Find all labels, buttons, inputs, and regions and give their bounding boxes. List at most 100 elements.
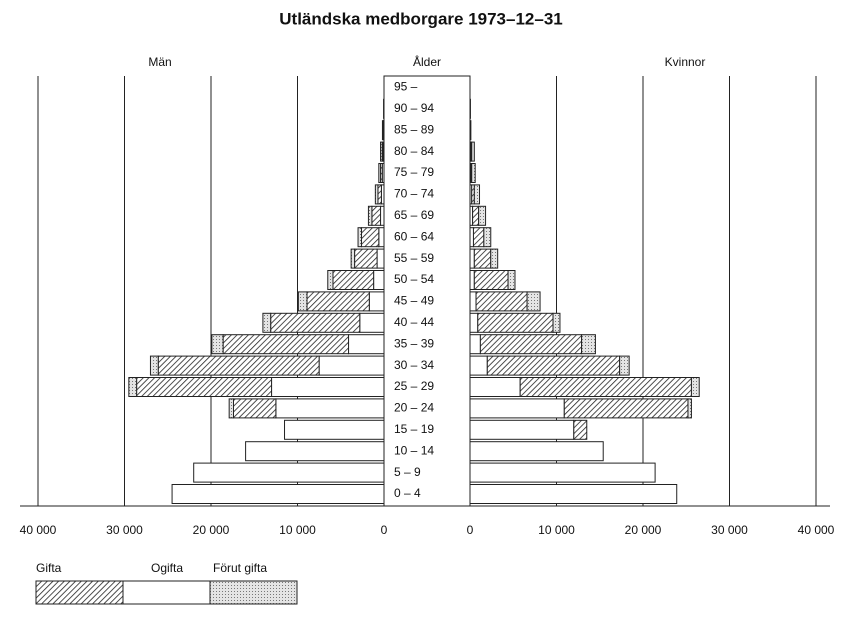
bar-segment [373,270,385,290]
bar-segment [380,141,383,162]
legend-label: Ogifta [151,561,183,575]
age-label: 15 – 19 [394,422,434,436]
bar-segment [376,248,385,269]
bar-segment [327,270,334,290]
bar-segment [479,334,583,355]
side-label: Kvinnor [665,55,706,69]
bar-segment [371,205,382,226]
x-tick-label: 40 000 [798,523,835,537]
x-tick-label: 10 000 [279,523,316,537]
bar-segment [368,291,385,312]
side-label: Män [148,55,171,69]
bar-segment [297,291,308,312]
bar-segment [128,377,138,397]
bar-segment [469,355,488,376]
bar-segment [228,398,234,419]
bar-segment [378,227,385,248]
bar-segment [149,355,159,376]
bar-segment [359,312,385,333]
age-column [383,75,471,507]
age-label: 95 – [394,80,418,94]
age-label: 55 – 59 [394,251,434,265]
bar-segment [483,227,492,248]
bar-segment [284,419,385,440]
bar-segment [477,312,554,333]
x-tick-label: 0 [381,523,388,537]
bar-segment [354,248,378,269]
bar-segment [348,334,385,355]
x-tick-label: 30 000 [711,523,748,537]
age-label: 65 – 69 [394,208,434,222]
bar-segment [332,270,375,290]
bar-segment [486,355,621,376]
bar-segment [469,441,604,462]
x-tick-label: 20 000 [193,523,230,537]
bar-segment [473,270,509,290]
bar-segment [472,227,485,248]
bar-segment [471,163,476,183]
age-label: 50 – 54 [394,272,434,286]
bar-segment [381,120,384,141]
age-label: 25 – 29 [394,379,434,393]
bar-segment [374,184,379,205]
bar-segment [469,398,565,419]
bar-segment [469,120,472,141]
bar-segment [222,334,350,355]
age-label: 75 – 79 [394,165,434,179]
bar-segment [350,248,356,269]
bar-segment [469,227,474,248]
bar-segment [136,377,273,397]
age-label: 40 – 44 [394,315,434,329]
bar-segment [469,419,575,440]
bar-segment [469,312,479,333]
age-label: 20 – 24 [394,401,434,415]
age-label: 60 – 64 [394,229,434,243]
age-label: 10 – 14 [394,443,434,457]
bar-segment [193,462,385,483]
bar-segment [573,419,588,440]
bar-segment [473,184,481,205]
age-label: 5 – 9 [394,465,421,479]
x-tick-label: 0 [467,523,474,537]
bar-segment [271,377,385,397]
bar-segment [469,291,477,312]
bar-segment [318,355,385,376]
bar-segment [357,227,363,248]
bar-segment [526,291,541,312]
age-label: 35 – 39 [394,336,434,350]
x-tick-label: 10 000 [538,523,575,537]
bar-segment [245,441,385,462]
bar-segment [490,248,499,269]
bar-segment [262,312,272,333]
bar-segment [471,141,475,162]
bar-segment [469,377,521,397]
legend-label: Gifta [36,561,62,575]
age-label: 80 – 84 [394,144,434,158]
chart-title: Utländska medborgare 1973–12–31 [279,9,563,28]
age-label: 85 – 89 [394,122,434,136]
bar-segment [690,377,700,397]
category-label: Ålder [413,54,441,69]
legend-swatch [35,580,124,605]
bar-segment [581,334,596,355]
x-tick-label: 20 000 [625,523,662,537]
legend-swatch [122,580,211,605]
x-tick-label: 30 000 [106,523,143,537]
age-label: 0 – 4 [394,486,421,500]
age-label: 90 – 94 [394,101,434,115]
bar-segment [472,205,480,226]
bar-segment [378,163,382,183]
bar-segment [157,355,320,376]
bar-segment [469,248,475,269]
bar-segment [619,355,630,376]
bar-segment [171,484,385,504]
bar-segment [507,270,516,290]
bar-segment [377,184,382,205]
bar-segment [475,291,528,312]
bar-segment [232,398,277,419]
bar-segment [361,227,380,248]
age-label: 70 – 74 [394,187,434,201]
bar-segment [473,248,492,269]
bar-segment [270,312,361,333]
